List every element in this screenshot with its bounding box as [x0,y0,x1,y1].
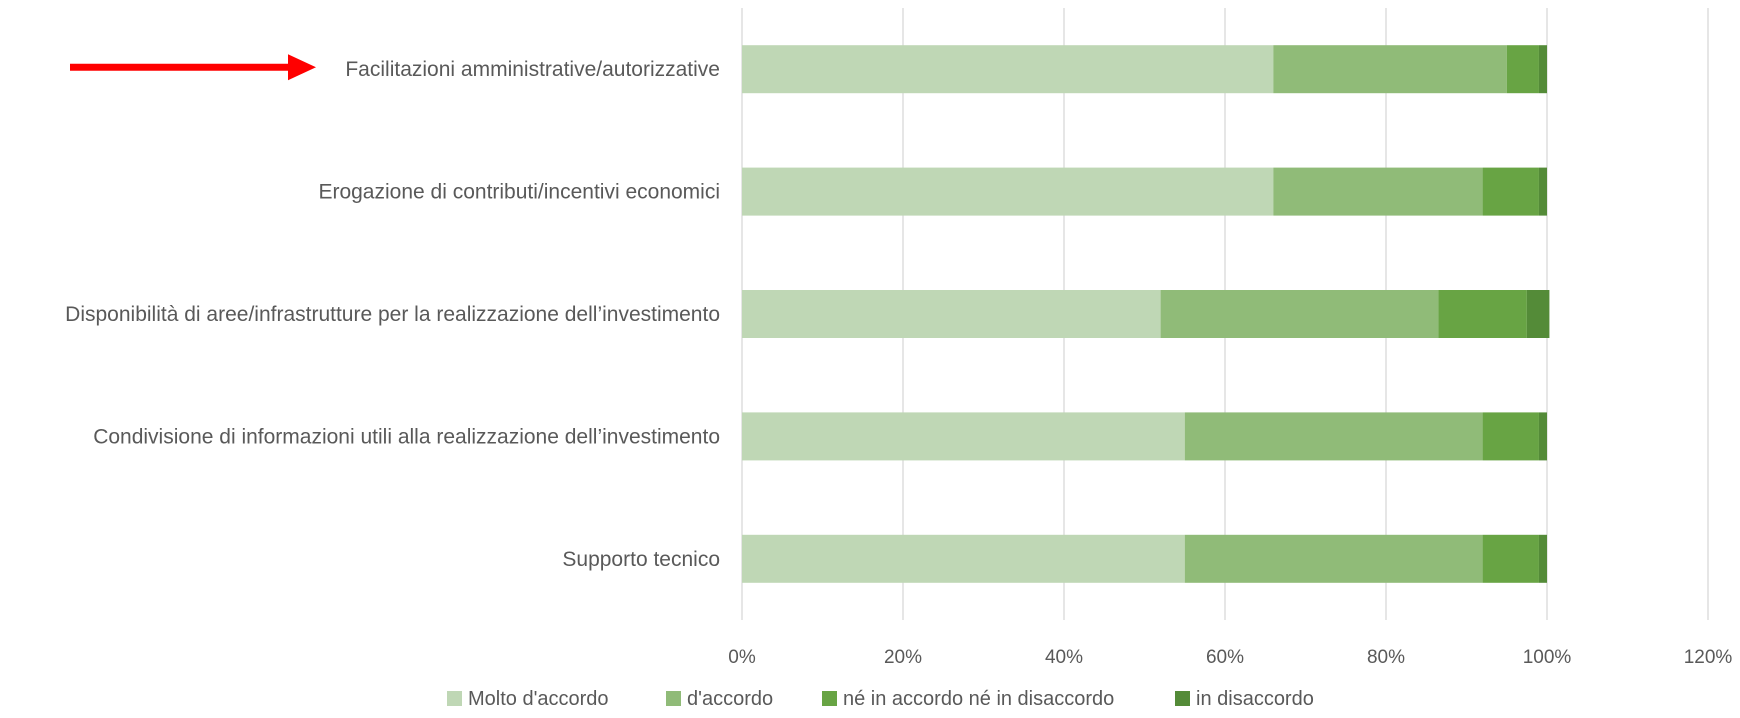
bar-segment [1482,412,1539,461]
bar-segment [1160,290,1439,338]
bar-segment [1438,290,1527,338]
legend-swatch [666,691,681,706]
bar-segment [1273,167,1483,216]
x-tick-label: 20% [884,647,922,668]
legend-swatch [447,691,462,706]
legend-swatch [1175,691,1190,706]
bar-segment [742,290,1161,338]
bar-segment [1273,45,1507,94]
x-tick-label: 60% [1206,647,1244,668]
bar-segment [742,412,1185,461]
x-tick-label: 80% [1367,647,1405,668]
bar-segment [1538,534,1547,583]
legend-label: Molto d'accordo [468,688,609,710]
x-tick-label: 0% [728,647,756,668]
legend-label: né in accordo né in disaccordo [843,688,1114,710]
bar-segment [1538,45,1547,94]
bars [742,45,1550,583]
category-label: Facilitazioni amministrative/autorizzati… [345,58,720,81]
bar-segment [1184,412,1483,461]
x-tick-label: 120% [1684,647,1733,668]
x-tick-label: 100% [1523,647,1572,668]
bar-segment [1526,290,1550,338]
legend-swatch [822,691,837,706]
bar-segment [1506,45,1539,94]
bar-segment [1184,534,1483,583]
annotation [70,54,316,81]
bar-segment [1482,534,1539,583]
x-tick-label: 40% [1045,647,1083,668]
category-label: Supporto tecnico [562,548,720,571]
category-label: Disponibilità di aree/infrastrutture per… [65,303,720,326]
legend: Molto d'accordo d'accordo né in accordo né… [447,688,1314,710]
x-axis-tick-labels: 0% 20% 40% 60% 80% 100% 120% [728,647,1732,668]
arrow-head-icon [288,54,316,81]
bar-segment [1538,167,1547,216]
bar-segment [742,167,1274,216]
legend-label: d'accordo [687,688,773,710]
legend-label: in disaccordo [1196,688,1314,710]
bar-segment [742,534,1185,583]
bar-segment [1538,412,1547,461]
bar-segment [742,45,1274,94]
category-labels: Facilitazioni amministrative/autorizzati… [65,58,720,571]
category-label: Condivisione di informazioni utili alla … [93,425,720,448]
bar-segment [1482,167,1539,216]
category-label: Erogazione di contributi/incentivi econo… [318,181,720,204]
